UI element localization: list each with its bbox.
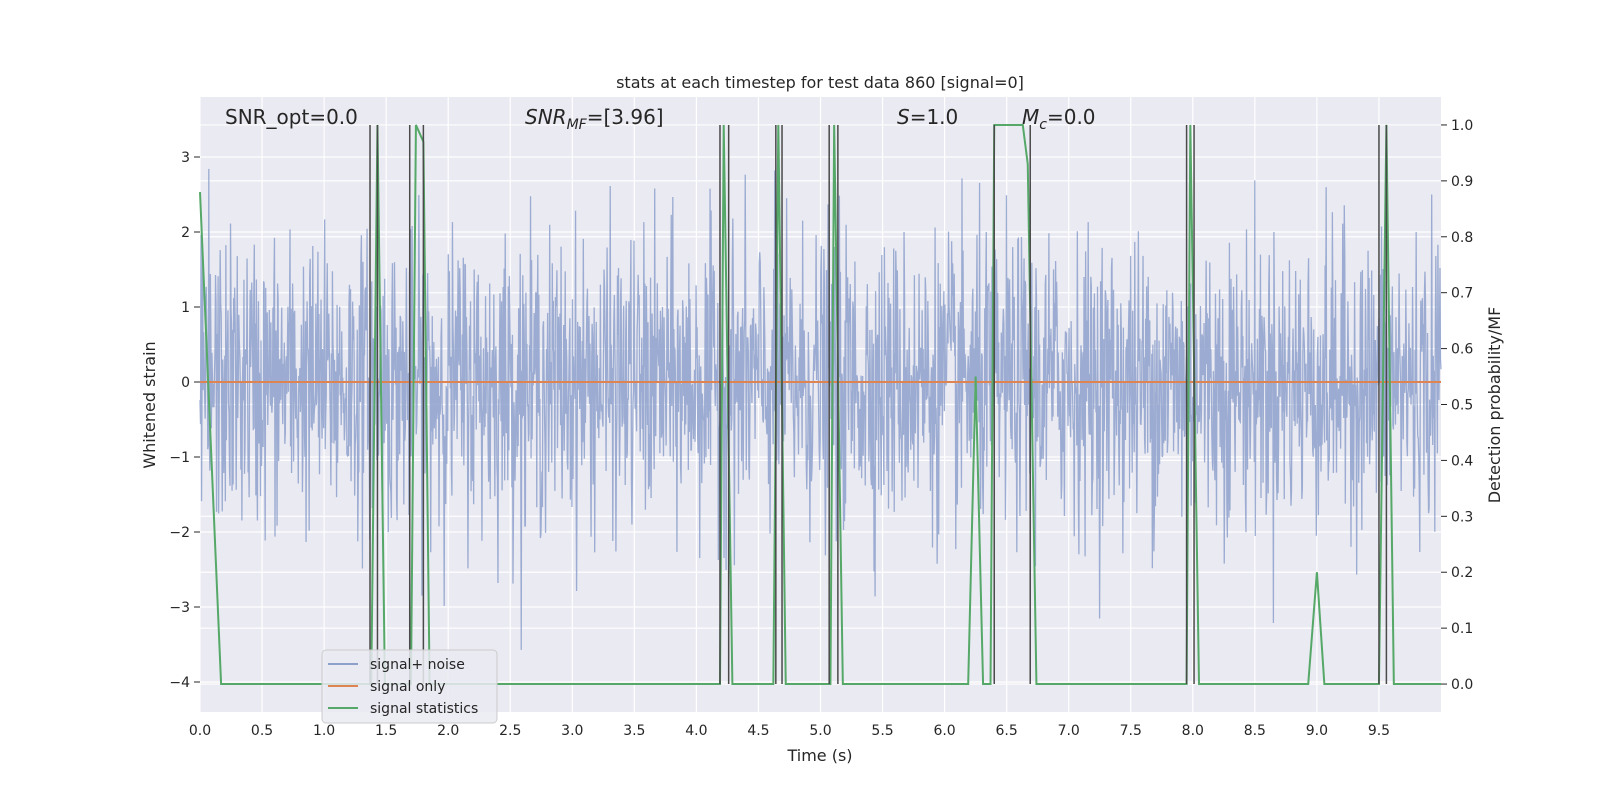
y-tick-label-right: 0.3	[1451, 509, 1473, 525]
y-tick-label-right: 0.9	[1451, 174, 1473, 190]
y-tick-label-left: 2	[181, 225, 190, 241]
y-tick-label-left: 0	[181, 375, 190, 391]
y-tick-label-right: 0.4	[1451, 453, 1473, 469]
legend-box	[321, 649, 498, 724]
x-tick-label: 4.5	[747, 723, 769, 739]
legend: signal+ noise signal only signal statistic…	[321, 649, 498, 724]
x-tick-label: 4.0	[685, 723, 707, 739]
annotation-mc: Mc=0.0	[1022, 105, 1096, 133]
y-tick-label-left: −4	[169, 675, 190, 691]
x-tick-label: 3.5	[623, 723, 645, 739]
y-tick-label-left: 1	[181, 300, 190, 316]
annotation-snr-opt: SNR_opt=0.0	[225, 105, 358, 129]
series-line-signal-noise	[199, 168, 1442, 650]
x-tick-label: 9.0	[1306, 723, 1328, 739]
x-tick-label: 3.0	[561, 723, 583, 739]
x-tick-label: 7.5	[1120, 723, 1142, 739]
x-tick-label: 9.5	[1368, 723, 1390, 739]
annotation-snr-mf: SNRMF=[3.96]	[525, 105, 664, 133]
y-tick-label-right: 0.5	[1451, 398, 1473, 414]
legend-label: signal only	[370, 679, 445, 695]
x-axis-label: Time (s)	[786, 746, 852, 765]
y-tick-label-right: 0.1	[1451, 621, 1473, 637]
y-axis-label-left: Whitened strain	[140, 341, 159, 468]
x-tick-label: 5.0	[809, 723, 831, 739]
axis-layer: 0.0 0.5 1.0 1.5 2.0 2.5 3.0 3.5 4.0 4.5 5.0 5.5 6.0 6…	[169, 118, 1473, 739]
chart-title: stats at each timestep for test data 860…	[616, 73, 1024, 92]
y-tick-label-left: −3	[169, 600, 190, 616]
x-tick-label: 8.0	[1182, 723, 1204, 739]
annotations: SNR_opt=0.0 SNRMF=[3.96] S=1.0 Mc=0.0	[225, 105, 1096, 133]
x-tick-label: 0.5	[251, 723, 273, 739]
vertical-markers	[369, 124, 1388, 685]
x-tick-label: 8.5	[1244, 723, 1266, 739]
x-tick-label: 2.0	[437, 723, 459, 739]
y-axis-label-right: Detection probability/MF	[1485, 307, 1504, 504]
y-tick-label-right: 0.0	[1451, 677, 1473, 693]
x-tick-label: 0.0	[189, 723, 211, 739]
y-tick-label-left: 3	[181, 150, 190, 166]
noise-series	[199, 168, 1442, 650]
y-tick-label-left: −2	[169, 525, 190, 541]
x-tick-label: 6.0	[933, 723, 955, 739]
legend-label: signal+ noise	[370, 657, 465, 673]
y-tick-label-right: 0.2	[1451, 565, 1473, 581]
x-tick-label: 7.0	[1058, 723, 1080, 739]
x-tick-label: 1.0	[313, 723, 335, 739]
y-tick-label-right: 0.6	[1451, 342, 1473, 358]
x-tick-label: 1.5	[375, 723, 397, 739]
y-tick-label-right: 0.7	[1451, 286, 1473, 302]
x-tick-label: 6.5	[996, 723, 1018, 739]
x-tick-label: 5.5	[871, 723, 893, 739]
legend-label: signal statistics	[370, 701, 478, 717]
y-tick-label-right: 0.8	[1451, 230, 1473, 246]
y-tick-label-left: −1	[169, 450, 190, 466]
annotation-s-stat: S=1.0	[897, 105, 958, 129]
y-tick-label-right: 1.0	[1451, 118, 1473, 134]
x-tick-label: 2.5	[499, 723, 521, 739]
